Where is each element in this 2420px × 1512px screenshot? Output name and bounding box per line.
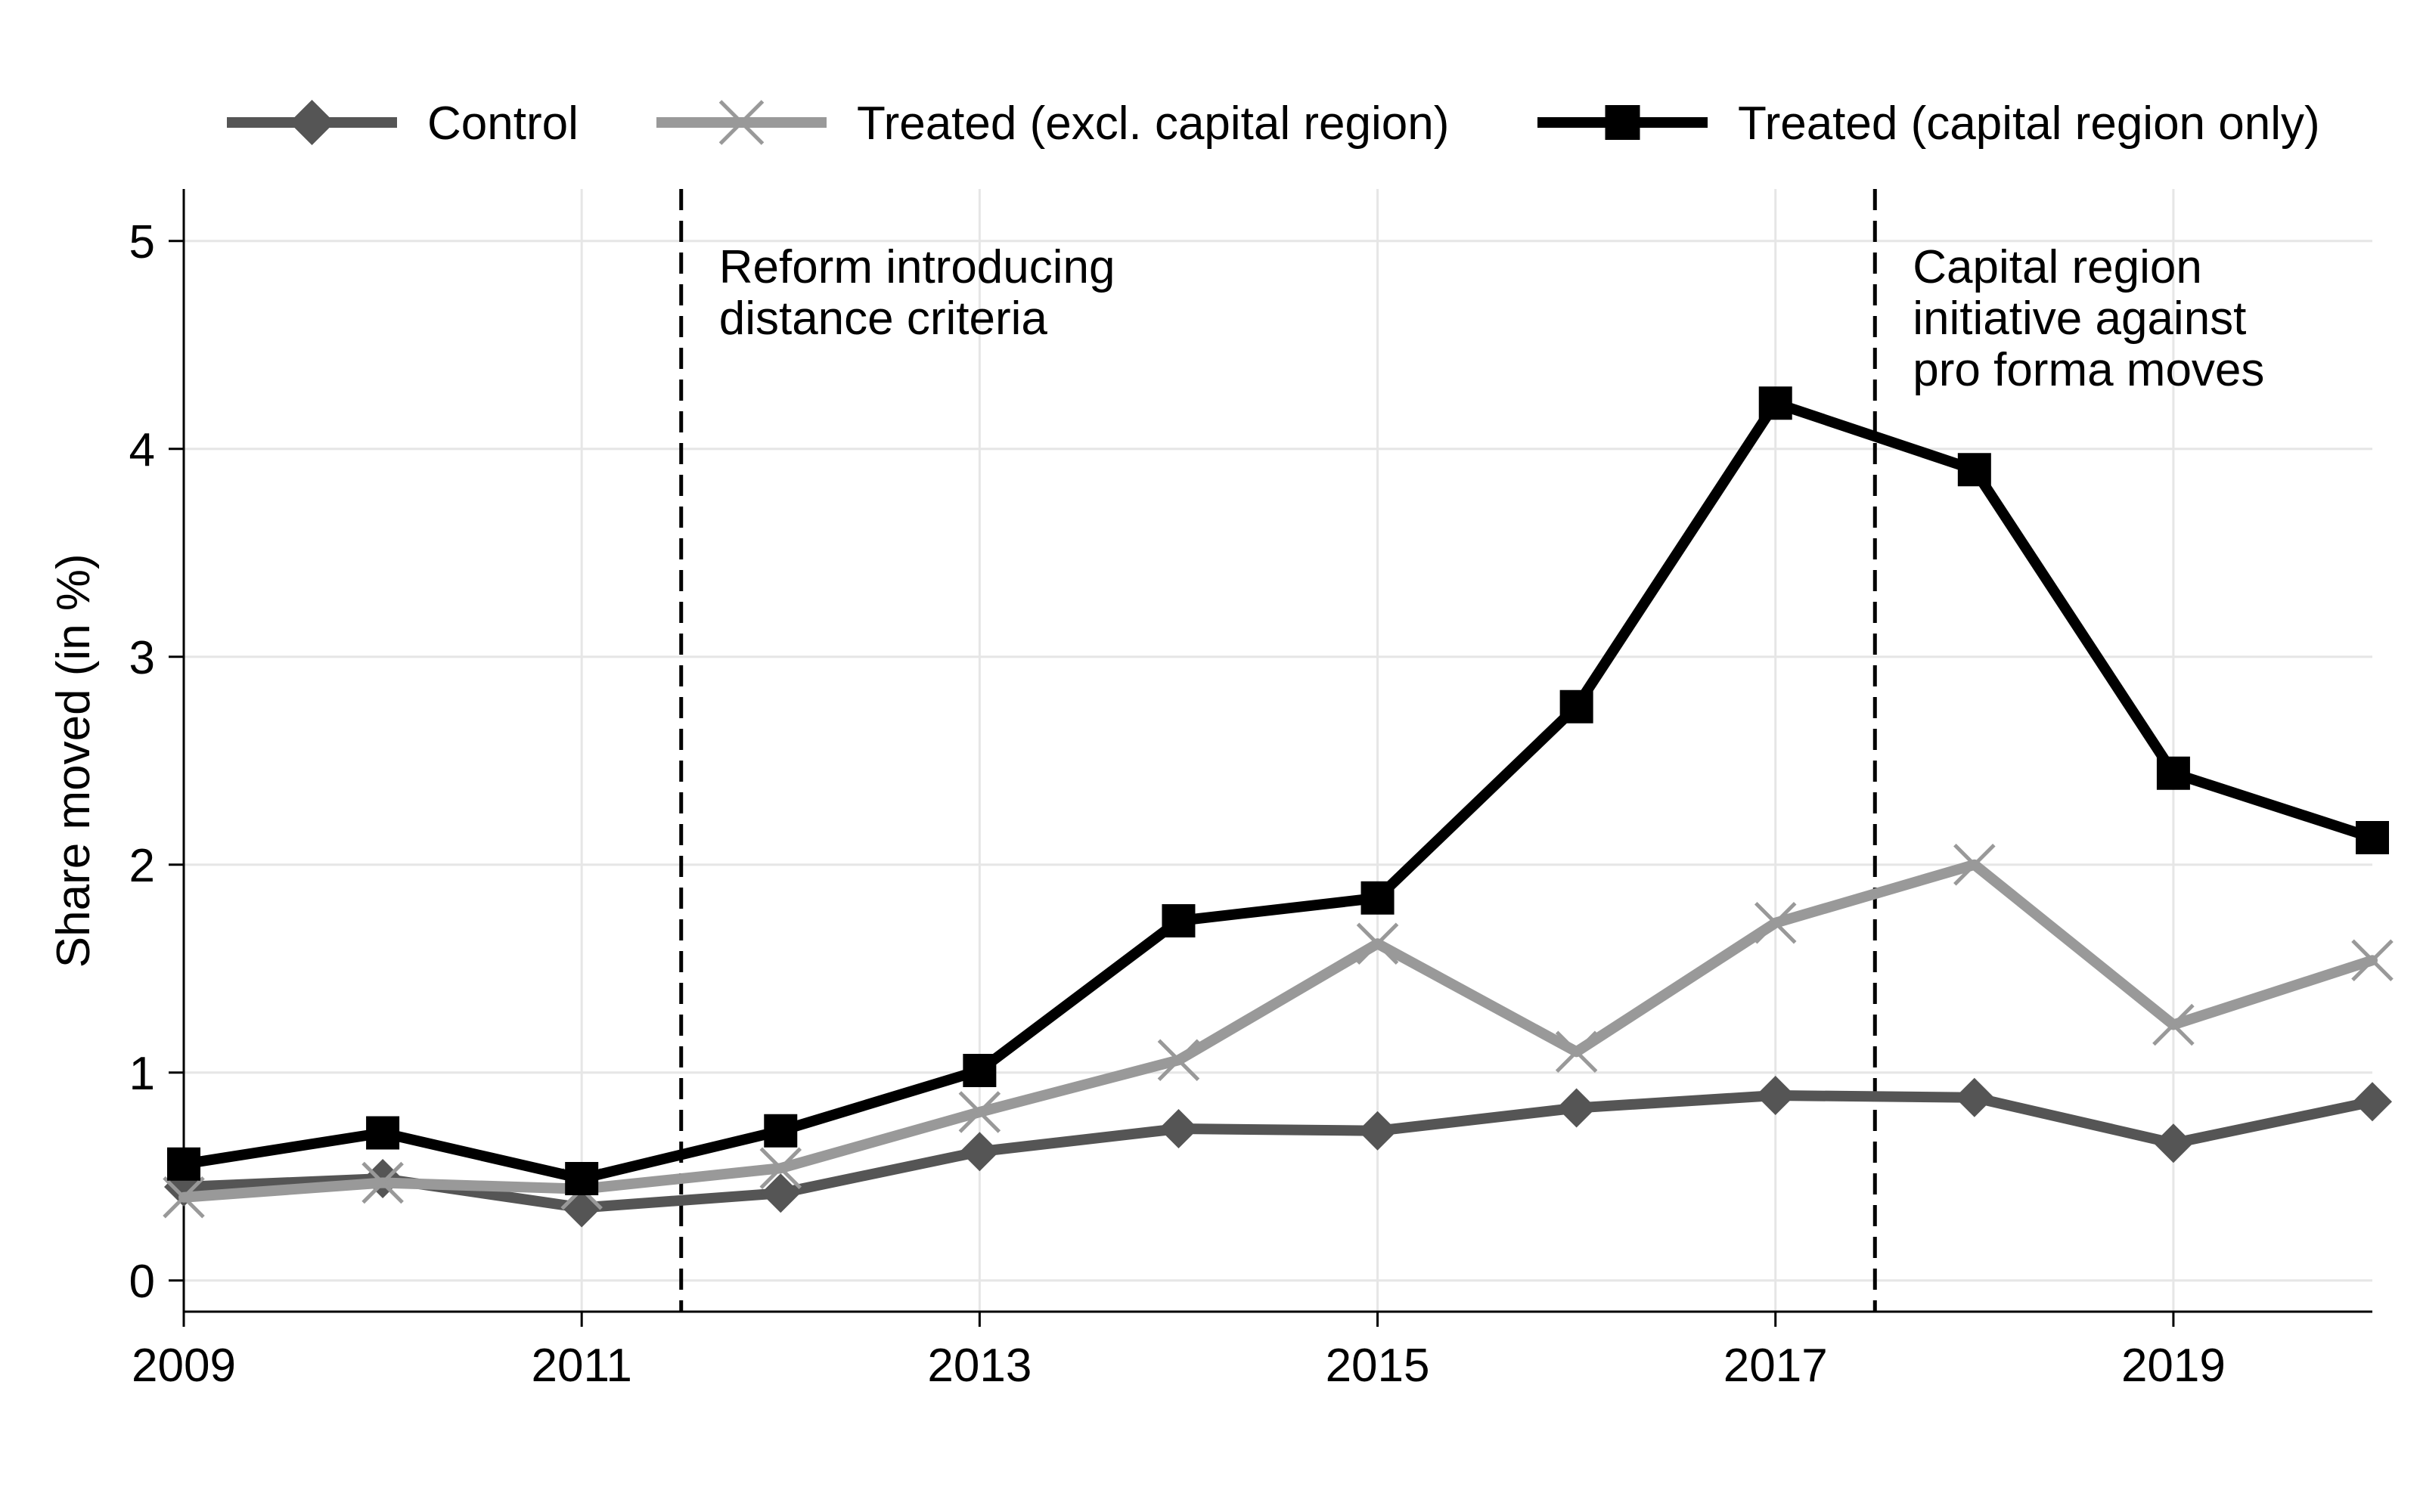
x-tick-label: 2015 — [1326, 1340, 1430, 1392]
axes: 0 1 2 3 4 5 2009 2011 2013 2015 2017 2019 — [129, 189, 2372, 1392]
reference-line-annotation: Reform introducing — [719, 241, 1115, 293]
data-point — [761, 1173, 801, 1213]
data-point — [764, 1114, 798, 1148]
x-tick-label: 2009 — [132, 1340, 236, 1392]
reference-line-annotation: initiative against — [1913, 293, 2246, 345]
x-tick-label: 2017 — [1723, 1340, 1828, 1392]
data-point — [1157, 1039, 1200, 1082]
y-axis-title: Share moved (in %) — [48, 553, 100, 968]
reference-line-annotation: pro forma moves — [1913, 344, 2264, 396]
legend-marker — [289, 100, 335, 145]
x-tick-label: 2013 — [927, 1340, 1032, 1392]
data-point — [759, 1147, 802, 1190]
data-point — [1162, 904, 1196, 937]
data-point — [361, 1161, 404, 1204]
legend-item: Treated (capital region only) — [1537, 98, 2320, 150]
y-tick-label: 4 — [129, 424, 155, 476]
y-tick-label: 1 — [129, 1048, 155, 1100]
x-tick-label: 2011 — [532, 1340, 632, 1392]
series-2 — [167, 386, 2389, 1195]
data-point — [1159, 1109, 1199, 1148]
data-point — [565, 1162, 599, 1195]
data-point — [958, 1091, 1001, 1133]
data-point — [1755, 1076, 1795, 1115]
data-point — [1556, 1088, 1596, 1128]
legend-label: Control — [427, 98, 579, 150]
data-point — [2156, 756, 2190, 790]
series-line — [178, 398, 2378, 1184]
data-point — [1356, 922, 1399, 965]
data-point — [1357, 1111, 1398, 1151]
data-point — [163, 1176, 205, 1219]
x-tick-label: 2019 — [2121, 1340, 2226, 1392]
series-line — [178, 1090, 2378, 1213]
data-point — [1559, 689, 1593, 723]
data-point — [1754, 901, 1797, 944]
data-point — [2356, 821, 2389, 854]
legend-item: Treated (excl. capital region) — [656, 98, 1449, 150]
data-point — [960, 1132, 1000, 1172]
legend-marker — [718, 100, 765, 145]
data-point — [2152, 1003, 2195, 1046]
grid — [182, 189, 2372, 1312]
data-point — [1957, 453, 1991, 487]
data-point — [2153, 1123, 2193, 1163]
legend-label: Treated (excl. capital region) — [857, 98, 1449, 150]
reference-line-annotation: distance criteria — [719, 293, 1048, 345]
reference-line-annotation: Capital region — [1913, 241, 2202, 293]
plot-series — [163, 386, 2394, 1228]
series-line — [178, 859, 2378, 1203]
data-point — [1953, 843, 1996, 886]
legend-item: Control — [227, 98, 579, 150]
data-point — [1758, 386, 1792, 420]
data-point — [2351, 939, 2394, 982]
y-tick-label: 3 — [129, 632, 155, 684]
legend-label: Treated (capital region only) — [1738, 98, 2320, 150]
data-point — [167, 1147, 200, 1181]
data-point — [2353, 1082, 2392, 1122]
legend: Control Treated (excl. capital region) Tre… — [227, 98, 2320, 150]
data-point — [366, 1116, 400, 1150]
series-0 — [164, 1076, 2392, 1228]
data-point — [1954, 1077, 1994, 1117]
y-tick-label: 2 — [129, 840, 155, 892]
y-tick-label: 5 — [129, 216, 155, 268]
legend-marker — [1605, 105, 1640, 140]
data-point — [963, 1054, 997, 1087]
data-point — [1555, 1030, 1598, 1074]
data-point — [1360, 881, 1395, 915]
y-tick-label: 0 — [129, 1256, 155, 1308]
